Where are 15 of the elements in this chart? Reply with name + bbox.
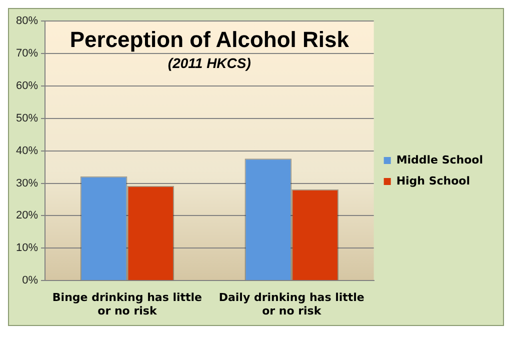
x-tick-label: Daily drinking has little or no risk xyxy=(218,291,364,318)
text: (2011 HKCS) xyxy=(166,54,252,73)
x-tick-label: Binge drinking has little or no risk xyxy=(52,291,202,318)
y-tick-label: 60% xyxy=(16,80,38,92)
legend-label: High School xyxy=(396,174,470,188)
y-tick-label: 0% xyxy=(22,274,38,287)
y-tick-label: 10% xyxy=(16,242,38,254)
legend-label: Middle School xyxy=(396,153,484,166)
y-tick-label: 50% xyxy=(16,112,38,124)
chart-title: Perception of Alcohol Risk xyxy=(68,27,350,53)
y-tick-label: 40% xyxy=(16,144,38,157)
y-tick-label: 80% xyxy=(16,15,38,28)
y-tick-label: 30% xyxy=(16,177,38,190)
y-tick-label: 20% xyxy=(16,210,38,222)
y-tick-label: 70% xyxy=(16,47,38,60)
